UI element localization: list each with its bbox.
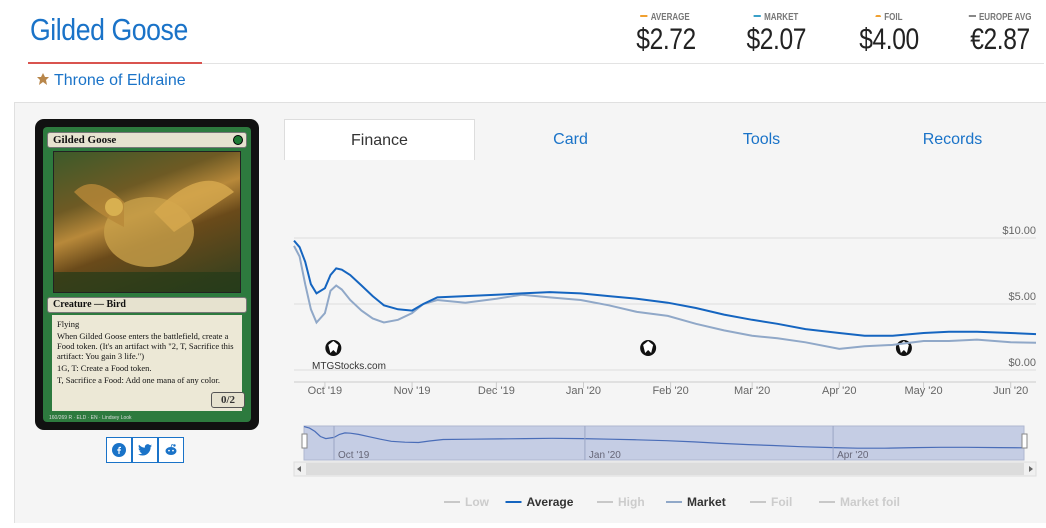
price-average: AVERAGE $2.72 bbox=[636, 12, 696, 56]
x-tick-label: Dec '19 bbox=[478, 385, 515, 397]
navigator-scrollbar-thumb bbox=[306, 463, 1024, 475]
card-rules-text: Flying When Gilded Goose enters the batt… bbox=[52, 315, 242, 411]
x-tick-label: Mar '20 bbox=[734, 385, 770, 397]
navigator-label: Oct '19 bbox=[338, 450, 370, 461]
y-axis-ticks: $10.00 $5.00 $0.00 bbox=[1002, 225, 1036, 369]
set-symbol-icon bbox=[640, 340, 657, 356]
navigator-range-fill bbox=[303, 425, 1025, 461]
x-tick-label: Jun '20 bbox=[993, 385, 1028, 397]
reddit-icon bbox=[165, 443, 177, 455]
tab-records[interactable]: Records bbox=[922, 131, 983, 148]
set-link[interactable]: Throne of Eldraine bbox=[36, 72, 186, 90]
header-rule bbox=[202, 63, 1044, 64]
navigator-label: Jan '20 bbox=[589, 450, 621, 461]
legend-item-foil[interactable]: Foil bbox=[750, 495, 792, 509]
reddit-share-button[interactable] bbox=[158, 437, 184, 463]
tab-bar: Finance Card Tools Records bbox=[284, 119, 1046, 161]
legend-item-average[interactable]: Average bbox=[505, 495, 574, 509]
x-tick-label: Feb '20 bbox=[652, 385, 688, 397]
legend-label: Low bbox=[465, 495, 490, 509]
legend-label: Average bbox=[527, 495, 574, 509]
y-tick-label: $10.00 bbox=[1002, 225, 1036, 237]
legend-label: Foil bbox=[771, 495, 792, 509]
x-tick-label: Jan '20 bbox=[566, 385, 601, 397]
navigator-handle[interactable] bbox=[301, 433, 308, 449]
facebook-icon bbox=[112, 443, 126, 457]
legend-item-market[interactable]: Market bbox=[666, 495, 726, 509]
twitter-share-button[interactable] bbox=[132, 437, 158, 463]
set-release-markers bbox=[325, 340, 912, 356]
y-tick-label: $0.00 bbox=[1008, 357, 1036, 369]
legend-item-high[interactable]: High bbox=[597, 495, 645, 509]
range-navigator: Oct '19 Jan '20 Apr '20 bbox=[293, 425, 1037, 477]
price-average-value: $2.72 bbox=[636, 23, 696, 56]
series-lines bbox=[293, 239, 1037, 350]
set-name: Throne of Eldraine bbox=[54, 72, 186, 89]
price-foil: FOIL $4.00 bbox=[859, 12, 919, 56]
card-name-bar: Gilded Goose bbox=[47, 132, 247, 148]
tab-finance[interactable]: Finance bbox=[284, 119, 475, 161]
set-symbol-icon bbox=[325, 340, 342, 356]
chart-grid bbox=[294, 237, 1036, 383]
price-market-value: $2.07 bbox=[746, 23, 806, 56]
price-foil-value: $4.00 bbox=[859, 23, 919, 56]
legend-item-market-foil[interactable]: Market foil bbox=[819, 495, 900, 509]
series-line-market bbox=[293, 245, 1037, 350]
page-header: Gilded Goose Throne of Eldraine AVERAGE … bbox=[0, 0, 1046, 100]
twitter-icon bbox=[138, 444, 152, 456]
x-tick-label: Nov '19 bbox=[394, 385, 431, 397]
series-line-average bbox=[293, 239, 1037, 337]
navigator-label: Apr '20 bbox=[837, 450, 869, 461]
watermark: MTGStocks.com bbox=[312, 361, 386, 372]
page-title: Gilded Goose bbox=[30, 12, 188, 47]
legend-item-low[interactable]: Low bbox=[444, 495, 490, 509]
finance-chart-area: $10.00 $5.00 $0.00 Oct '19 Nov '19 Dec '19 Ja… bbox=[284, 160, 1046, 523]
price-chart[interactable]: $10.00 $5.00 $0.00 Oct '19 Nov '19 Dec '19 Ja… bbox=[284, 160, 1046, 523]
scroll-left-arrow-icon[interactable] bbox=[297, 466, 301, 472]
title-underline bbox=[28, 62, 202, 64]
price-europe: EUROPE AVG €2.87 bbox=[958, 12, 1042, 57]
navigator-line bbox=[303, 426, 1025, 449]
green-mana-icon bbox=[233, 135, 243, 145]
power-toughness: 0/2 bbox=[211, 392, 245, 408]
facebook-share-button[interactable] bbox=[106, 437, 132, 463]
set-symbol-icon bbox=[37, 73, 49, 85]
chart-legend: Low Average High Market Foil Market foil bbox=[444, 495, 900, 509]
x-axis-ticks: Oct '19 Nov '19 Dec '19 Jan '20 Feb '20 Mar '… bbox=[308, 382, 1028, 397]
y-tick-label: $5.00 bbox=[1008, 291, 1036, 303]
price-europe-value: €2.87 bbox=[970, 23, 1030, 56]
card-art bbox=[53, 151, 241, 293]
card-image[interactable]: Gilded Goose Creature — Bird Flying When… bbox=[35, 119, 259, 430]
x-tick-label: Oct '19 bbox=[308, 385, 343, 397]
x-tick-label: Apr '20 bbox=[822, 385, 857, 397]
legend-label: Market bbox=[687, 495, 726, 509]
tab-tools[interactable]: Tools bbox=[742, 131, 781, 148]
card-footer: 160/269 R · ELD · EN · Lindsey Look bbox=[49, 415, 132, 421]
tab-card[interactable]: Card bbox=[553, 131, 588, 148]
legend-label: High bbox=[618, 495, 645, 509]
x-tick-label: May '20 bbox=[904, 385, 942, 397]
card-type-line: Creature — Bird bbox=[47, 297, 247, 313]
scroll-right-arrow-icon[interactable] bbox=[1029, 466, 1033, 472]
legend-label: Market foil bbox=[840, 495, 900, 509]
navigator-handle[interactable] bbox=[1021, 433, 1028, 449]
price-market: MARKET $2.07 bbox=[746, 12, 806, 56]
